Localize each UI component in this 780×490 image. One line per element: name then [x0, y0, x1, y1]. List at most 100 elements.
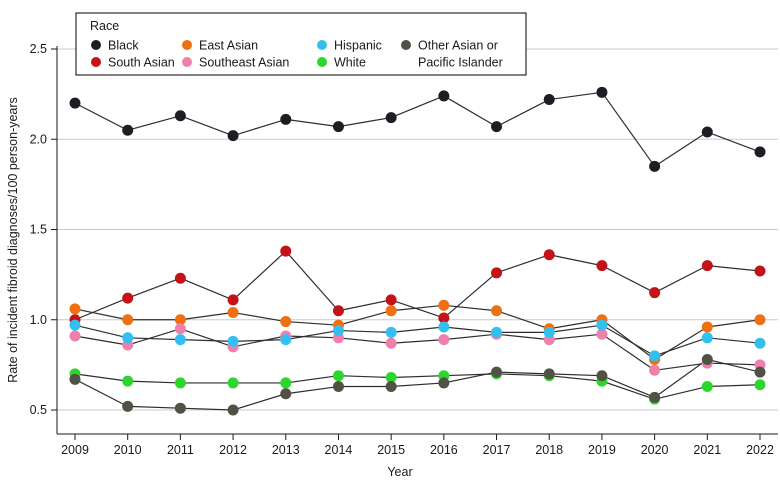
- x-tick-label: 2012: [219, 443, 247, 457]
- x-axis-title: Year: [387, 465, 412, 479]
- data-point-0-2009: [69, 97, 81, 109]
- x-tick-label: 2010: [114, 443, 142, 457]
- data-point-5-2011: [174, 377, 186, 389]
- y-tick-label: 1.5: [30, 223, 47, 237]
- y-tick-label: 1.0: [30, 313, 47, 327]
- x-tick-label: 2022: [746, 443, 774, 457]
- data-point-4-2011: [174, 334, 186, 346]
- data-point-1-2017: [491, 267, 503, 279]
- data-point-3-2016: [438, 334, 450, 346]
- x-tick-label: 2019: [588, 443, 616, 457]
- data-point-1-2020: [649, 287, 661, 299]
- data-point-1-2011: [174, 272, 186, 284]
- data-point-6-2017: [491, 366, 503, 378]
- data-point-2-2022: [754, 314, 766, 326]
- data-point-2-2021: [701, 321, 713, 333]
- data-point-5-2022: [754, 379, 766, 391]
- data-point-0-2010: [122, 124, 134, 136]
- data-point-0-2012: [227, 130, 239, 142]
- data-point-0-2019: [596, 86, 608, 98]
- data-point-5-2015: [385, 372, 397, 384]
- data-point-6-2011: [174, 402, 186, 414]
- data-point-4-2015: [385, 326, 397, 338]
- x-tick-label: 2021: [693, 443, 721, 457]
- data-point-6-2021: [701, 353, 713, 365]
- data-point-6-2020: [649, 391, 661, 403]
- data-point-1-2012: [227, 294, 239, 306]
- data-point-0-2014: [332, 121, 344, 133]
- data-point-6-2018: [543, 368, 555, 380]
- data-point-6-2013: [280, 388, 292, 400]
- y-tick-label: 2.5: [30, 42, 47, 56]
- data-point-2-2015: [385, 305, 397, 317]
- legend-label-6-line-1: Pacific Islander: [418, 56, 503, 70]
- y-tick-label: 0.5: [30, 403, 47, 417]
- data-point-4-2020: [649, 350, 661, 362]
- data-point-6-2022: [754, 366, 766, 378]
- data-point-5-2014: [332, 370, 344, 382]
- data-point-0-2017: [491, 121, 503, 133]
- data-point-0-2020: [649, 160, 661, 172]
- data-point-0-2021: [701, 126, 713, 138]
- data-point-6-2019: [596, 370, 608, 382]
- series-line-6: [74, 358, 761, 411]
- data-point-6-2016: [438, 377, 450, 389]
- data-point-0-2013: [280, 113, 292, 125]
- series-line-3: [74, 328, 761, 371]
- data-point-1-2022: [754, 265, 766, 277]
- data-point-0-2018: [543, 94, 555, 106]
- series-line-5: [74, 373, 761, 400]
- data-point-6-2012: [227, 404, 239, 416]
- data-point-3-2015: [385, 337, 397, 349]
- data-point-3-2020: [649, 364, 661, 376]
- data-point-2-2009: [69, 303, 81, 315]
- legend-box: [75, 12, 527, 76]
- data-point-0-2016: [438, 90, 450, 102]
- data-point-1-2019: [596, 260, 608, 272]
- data-point-4-2019: [596, 319, 608, 331]
- legend-marker-5: [317, 57, 327, 67]
- x-tick-label: 2013: [272, 443, 300, 457]
- x-tick-label: 2018: [535, 443, 563, 457]
- legend-marker-6: [401, 40, 411, 50]
- y-tick-label: 2.0: [30, 132, 47, 146]
- x-tick-label: 2014: [325, 443, 353, 457]
- data-point-4-2012: [227, 335, 239, 347]
- legend-marker-3: [182, 57, 192, 67]
- data-point-1-2010: [122, 292, 134, 304]
- data-point-6-2014: [332, 381, 344, 393]
- legend-label-4: Hispanic: [334, 39, 382, 53]
- data-point-2-2011: [174, 314, 186, 326]
- legend-label-5: White: [334, 56, 366, 70]
- data-point-6-2010: [122, 400, 134, 412]
- x-tick-label: 2020: [641, 443, 669, 457]
- data-point-1-2013: [280, 245, 292, 257]
- legend-label-2: East Asian: [199, 39, 258, 53]
- data-point-4-2014: [332, 325, 344, 337]
- data-point-2-2012: [227, 307, 239, 319]
- data-point-4-2017: [491, 326, 503, 338]
- data-point-4-2009: [69, 319, 81, 331]
- data-point-6-2009: [69, 373, 81, 385]
- data-point-5-2012: [227, 377, 239, 389]
- y-axis-title: Rate of incident fibroid diagnoses/100 p…: [6, 97, 20, 383]
- series-line-2: [74, 304, 761, 361]
- data-point-4-2018: [543, 326, 555, 338]
- x-tick-label: 2011: [167, 443, 194, 457]
- legend-title: Race: [90, 19, 119, 33]
- data-point-1-2014: [332, 305, 344, 317]
- legend-marker-2: [182, 40, 192, 50]
- data-point-4-2021: [701, 332, 713, 344]
- data-point-5-2010: [122, 375, 134, 387]
- series-line-4: [74, 324, 761, 357]
- legend-marker-1: [91, 57, 101, 67]
- x-tick-label: 2016: [430, 443, 458, 457]
- data-point-4-2013: [280, 334, 292, 346]
- data-point-4-2022: [754, 337, 766, 349]
- series-line-1: [74, 250, 761, 321]
- data-point-4-2010: [122, 332, 134, 344]
- data-point-1-2018: [543, 249, 555, 261]
- data-point-5-2021: [701, 381, 713, 393]
- data-point-2-2017: [491, 305, 503, 317]
